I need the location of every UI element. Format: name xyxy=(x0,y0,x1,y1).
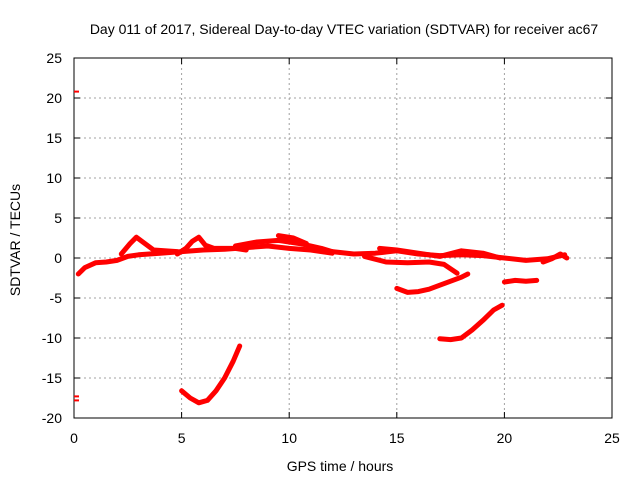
data-series-track-5 xyxy=(275,233,309,247)
data-series-track-8 xyxy=(377,245,503,261)
y-tick-label: 15 xyxy=(46,130,62,146)
data-series-track-1 xyxy=(75,243,335,277)
y-tick-label: -15 xyxy=(42,370,62,386)
plot-frame xyxy=(73,57,613,419)
data-series-track-4 xyxy=(232,237,335,255)
y-tick-label: 20 xyxy=(46,90,62,106)
y-tick-label: -20 xyxy=(42,410,62,426)
y-tick-label: 5 xyxy=(54,210,62,226)
data-series-track-13 xyxy=(179,343,243,406)
plot-area xyxy=(74,90,570,406)
x-tick-label: 20 xyxy=(497,430,513,446)
chart-title: Day 011 of 2017, Sidereal Day-to-day VTE… xyxy=(90,21,599,37)
y-tick-label: 25 xyxy=(46,50,62,66)
grid-lines xyxy=(74,58,612,418)
x-tick-label: 5 xyxy=(178,430,186,446)
data-series-track-9 xyxy=(394,271,471,295)
data-series-track-12 xyxy=(540,251,570,265)
x-tick-label: 0 xyxy=(70,430,78,446)
y-tick-label: -10 xyxy=(42,330,62,346)
data-series-track-10 xyxy=(437,302,505,343)
x-axis: 0 5 10 15 20 25 xyxy=(70,58,620,446)
x-axis-label: GPS time / hours xyxy=(287,458,394,474)
data-series-track-2 xyxy=(118,234,180,257)
data-series-track-7 xyxy=(362,253,460,276)
x-tick-label: 10 xyxy=(281,430,297,446)
y-axis: -20 -15 -10 -5 0 5 10 15 20 25 xyxy=(42,50,612,426)
y-axis-label: SDTVAR / TECUs xyxy=(7,184,23,296)
data-series-track-11 xyxy=(501,277,540,285)
y-tick-label: 10 xyxy=(46,170,62,186)
y-tick-label: -5 xyxy=(50,290,63,306)
x-tick-label: 25 xyxy=(604,430,620,446)
x-tick-label: 15 xyxy=(389,430,405,446)
data-series-track-3 xyxy=(174,234,249,257)
y-tick-label: 0 xyxy=(54,250,62,266)
